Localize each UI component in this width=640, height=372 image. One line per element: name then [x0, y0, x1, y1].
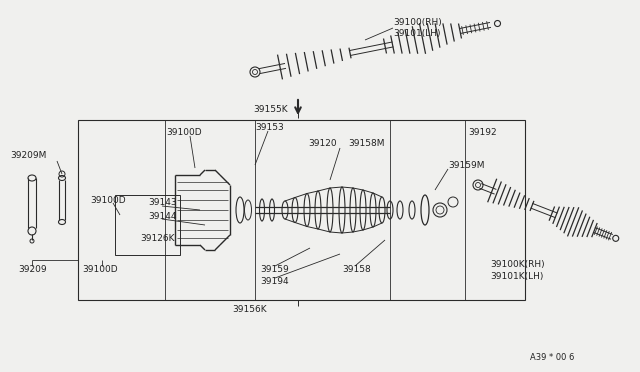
Text: 39100(RH): 39100(RH) — [393, 17, 442, 26]
Text: 39209: 39209 — [18, 266, 47, 275]
Bar — [115, 195, 180, 255]
Text: 39192: 39192 — [468, 128, 497, 137]
Text: 39143: 39143 — [148, 198, 177, 206]
Text: A39 * 00 6: A39 * 00 6 — [530, 353, 574, 362]
Text: 39158: 39158 — [342, 266, 371, 275]
Text: 39101(LH): 39101(LH) — [393, 29, 440, 38]
Bar — [78, 120, 525, 300]
Text: 39159M: 39159M — [448, 160, 484, 170]
Text: 39153: 39153 — [255, 122, 284, 131]
Text: 39126K: 39126K — [140, 234, 175, 243]
Text: 39158M: 39158M — [348, 138, 385, 148]
Text: 39194: 39194 — [260, 278, 289, 286]
Text: 39159: 39159 — [260, 266, 289, 275]
Text: 39156K: 39156K — [232, 305, 267, 314]
Text: 39101K(LH): 39101K(LH) — [490, 273, 543, 282]
Text: 39209M: 39209M — [10, 151, 46, 160]
Text: 39100D: 39100D — [166, 128, 202, 137]
Text: 39144: 39144 — [148, 212, 177, 221]
Text: 39120: 39120 — [308, 138, 337, 148]
Text: 39100D: 39100D — [90, 196, 125, 205]
Text: 39100D: 39100D — [82, 266, 118, 275]
Text: 39155K: 39155K — [253, 105, 287, 113]
Text: 39100K(RH): 39100K(RH) — [490, 260, 545, 269]
